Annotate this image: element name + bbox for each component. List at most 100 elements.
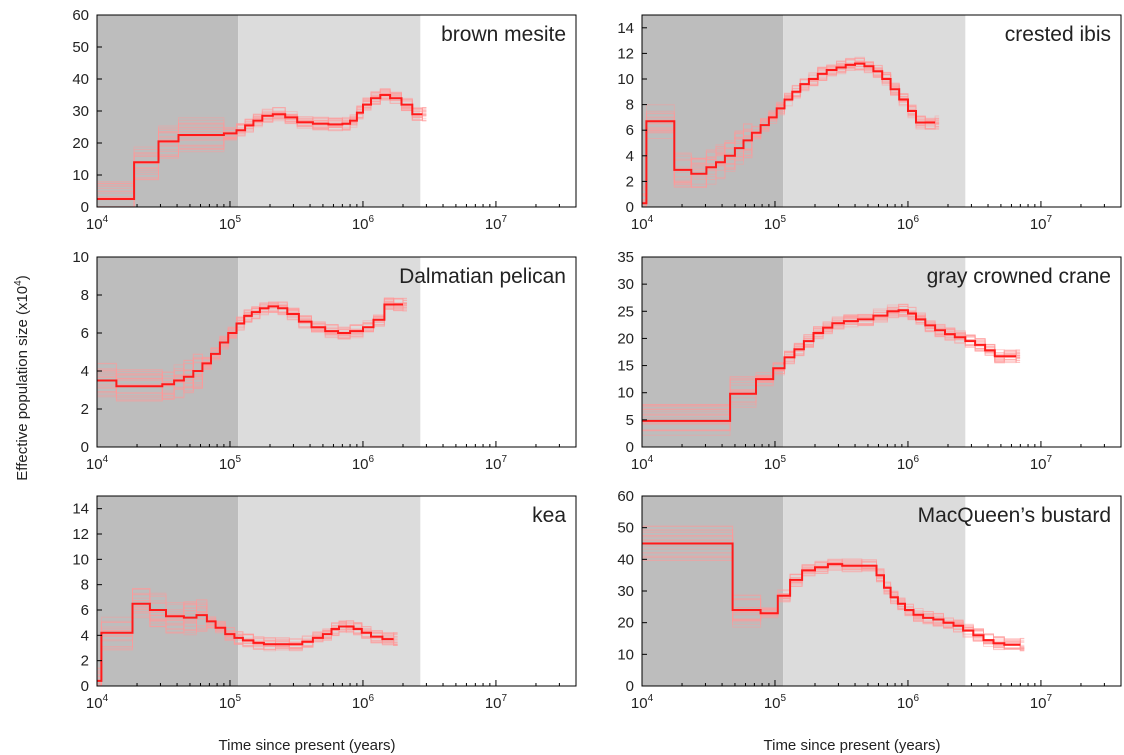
y-axis-label: Effective population size (x104): [13, 275, 31, 480]
bootstrap-line: [97, 297, 407, 383]
x-tick-label: 105: [764, 454, 787, 473]
y-tick-label: 2: [81, 401, 89, 418]
bootstrap-line: [642, 57, 940, 207]
bootstrap-line: [97, 599, 398, 671]
x-tick-label: 107: [485, 214, 508, 233]
bootstrap-line: [97, 299, 407, 400]
bootstrap-line: [642, 63, 940, 203]
y-tick-label: 60: [72, 7, 89, 24]
x-tick-label: 107: [485, 693, 508, 712]
y-tick-label: 10: [72, 167, 89, 184]
y-tick-label: 2: [81, 653, 89, 670]
y-tick-label: 0: [81, 439, 89, 456]
bootstrap-line: [97, 607, 398, 672]
bootstrap-line: [642, 303, 1021, 431]
panel-title: gray crowned crane: [927, 265, 1111, 288]
y-tick-label: 6: [626, 122, 634, 139]
bootstrap-line: [97, 592, 398, 686]
bootstrap-line: [642, 306, 1021, 424]
y-tick-label: 8: [81, 287, 89, 304]
bootstrap-line: [642, 304, 1021, 413]
chart-panel-5: 0 10 20 30 40 50 60 104 105 106 107 MacQueen’s bust…: [617, 488, 1122, 712]
bootstrap-line: [642, 62, 940, 191]
y-tick-label: 50: [617, 520, 634, 537]
y-tick-label: 10: [617, 385, 634, 402]
bootstrap-line: [642, 536, 1025, 649]
chart-panel-1: 0 2 4 6 8 10 12 14 104 105 106 107 crested ibis: [617, 14, 1122, 233]
y-tick-label: 0: [81, 678, 89, 695]
series-line: [97, 94, 423, 200]
chart-panel-4: 0 2 4 6 8 10 12 14 104 105 106 107 kea: [72, 495, 577, 712]
bootstrap-line: [642, 311, 1021, 407]
bootstrap-line: [97, 594, 398, 675]
x-tick-label: 104: [631, 693, 654, 712]
y-tick-label: 25: [617, 303, 634, 320]
y-tick-label: 30: [617, 583, 634, 600]
y-tick-label: 0: [626, 439, 634, 456]
bootstrap-line: [97, 91, 427, 207]
y-tick-label: 0: [626, 678, 634, 695]
shaded-region: [783, 15, 966, 207]
y-tick-label: 2: [626, 173, 634, 190]
bootstrap-line: [97, 602, 398, 686]
plot-frame: [641, 256, 1122, 448]
panel-title: crested ibis: [1005, 23, 1111, 46]
chart-panel-2: 0 2 4 6 8 10 104 105 106 107 Dalmatian pelican: [72, 249, 577, 473]
panel-title: brown mesite: [441, 23, 566, 46]
x-tick-label: 107: [485, 454, 508, 473]
bootstrap-line: [97, 600, 398, 686]
series-line: [642, 62, 936, 205]
x-tick-label: 106: [352, 693, 375, 712]
bootstrap-line: [642, 307, 1021, 419]
x-axis-label-right: Time since present (years): [764, 737, 941, 754]
bootstrap-line: [97, 300, 407, 389]
x-tick-label: 104: [631, 454, 654, 473]
y-tick-label: 30: [617, 276, 634, 293]
x-tick-label: 106: [897, 214, 920, 233]
shaded-region: [238, 15, 421, 207]
bootstrap-line: [642, 311, 1021, 432]
bootstrap-line: [97, 610, 398, 686]
bootstrap-line: [97, 592, 398, 678]
x-tick-label: 104: [86, 454, 109, 473]
chart-panel-0: 0 10 20 30 40 50 60 104 105 106 107 brown mesite: [72, 7, 577, 233]
shaded-region: [642, 257, 784, 447]
y-tick-label: 15: [617, 358, 634, 375]
x-tick-label: 105: [219, 693, 242, 712]
y-tick-label: 8: [81, 577, 89, 594]
bootstrap-line: [97, 298, 407, 394]
bootstrap-line: [642, 304, 1021, 408]
bootstrap-line: [642, 311, 1021, 436]
shaded-region: [238, 257, 421, 447]
y-tick-label: 4: [81, 627, 89, 644]
series-line: [642, 542, 1021, 646]
shaded-region: [642, 496, 784, 686]
bootstrap-line: [97, 302, 407, 396]
x-axis-label-left: Time since present (years): [219, 737, 396, 754]
y-tick-label: 10: [617, 646, 634, 663]
shaded-region: [783, 496, 966, 686]
bootstrap-line: [97, 588, 398, 674]
x-tick-label: 104: [86, 693, 109, 712]
y-tick-label: 4: [81, 363, 89, 380]
shaded-region: [783, 257, 966, 447]
y-tick-label: 4: [626, 148, 634, 165]
series-line: [97, 602, 394, 682]
bootstrap-line: [97, 91, 427, 207]
x-tick-label: 106: [897, 454, 920, 473]
bootstrap-line: [642, 303, 1021, 415]
y-tick-label: 5: [626, 412, 634, 429]
series-line: [642, 309, 1017, 422]
x-tick-label: 104: [86, 214, 109, 233]
bootstrap-line: [642, 61, 940, 207]
y-tick-label: 12: [72, 526, 89, 543]
bootstrap-lines: [642, 303, 1021, 436]
panel-title: Dalmatian pelican: [399, 265, 566, 288]
bootstrap-line: [642, 61, 940, 202]
shaded-region: [97, 15, 239, 207]
bootstrap-line: [97, 600, 398, 673]
panel-title: kea: [532, 504, 566, 527]
bootstrap-line: [97, 297, 407, 402]
y-tick-label: 20: [617, 330, 634, 347]
shaded-region: [238, 496, 421, 686]
